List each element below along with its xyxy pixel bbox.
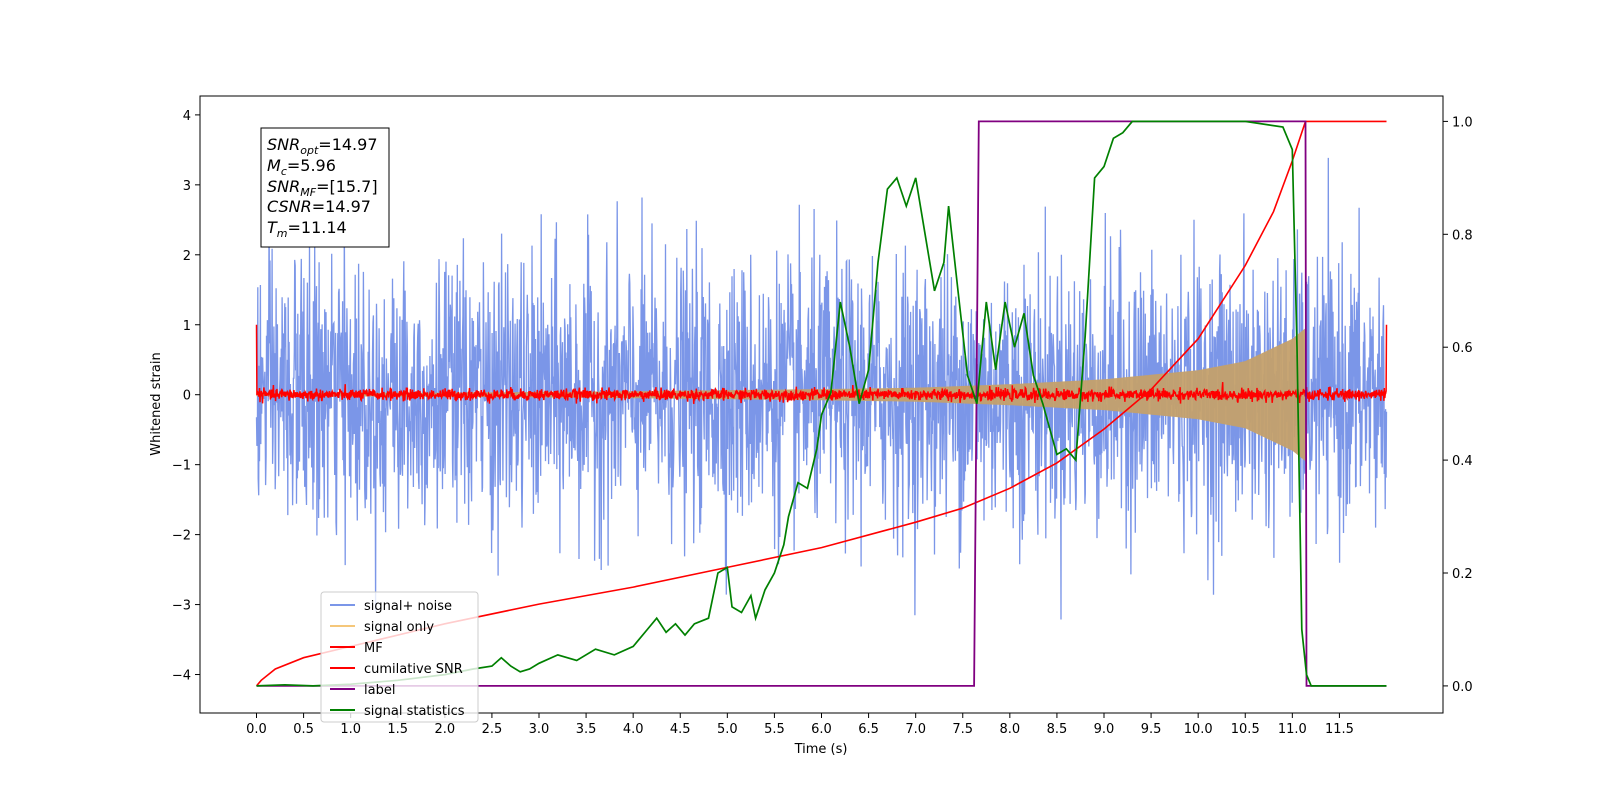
x-tick-label: 3.0 (529, 722, 550, 737)
x-tick-label: 2.0 (434, 722, 455, 737)
x-tick-label: 4.5 (670, 722, 691, 737)
x-tick-label: 10.5 (1231, 722, 1260, 737)
x-tick-label: 6.0 (811, 722, 832, 737)
y2-tick-label: 0.8 (1452, 228, 1473, 243)
stat-csnr: CSNR=14.97 (267, 197, 371, 216)
stat-snr-opt: SNRopt=14.97 (267, 135, 378, 157)
x-tick-label: 6.5 (858, 722, 879, 737)
legend-frame (320, 591, 479, 723)
legend-label: signal only (364, 620, 434, 635)
x-tick-label: 5.5 (764, 722, 785, 737)
x-tick-label: 8.0 (999, 722, 1020, 737)
y2-tick-label: 0.2 (1452, 567, 1473, 582)
x-tick-label: 0.5 (293, 722, 314, 737)
series-mf (255, 324, 1388, 404)
y-tick-label: 3 (183, 179, 191, 194)
y-tick-label: 2 (183, 249, 191, 264)
stats-box: SNRopt=14.97 Mc=5.96 SNRMF=[15.7] CSNR=1… (260, 127, 390, 248)
x-tick-label: 10.0 (1184, 722, 1213, 737)
y2-tick-label: 0.6 (1452, 341, 1473, 356)
x-tick-label: 9.5 (1141, 722, 1162, 737)
legend-label: MF (364, 641, 383, 656)
x-tick-label: 0.0 (246, 722, 267, 737)
legend-label: label (364, 683, 395, 698)
y-axis-right: 0.0 0.2 0.4 0.6 0.8 1.0 (1443, 115, 1473, 695)
x-tick-label: 7.5 (952, 722, 973, 737)
stat-mc: Mc=5.96 (267, 156, 336, 178)
x-tick-label: 1.5 (387, 722, 408, 737)
y-axis-left: −4 −3 −2 −1 0 1 2 3 4 (172, 109, 200, 684)
x-tick-label: 2.5 (482, 722, 503, 737)
x-tick-label: 5.0 (717, 722, 738, 737)
x-tick-label: 9.0 (1094, 722, 1115, 737)
x-tick-label: 3.5 (576, 722, 597, 737)
y-axis-label: Whitened strain (149, 352, 164, 455)
x-tick-label: 11.0 (1278, 722, 1307, 737)
y-tick-label: −3 (172, 599, 191, 614)
stat-tm: Tm=11.14 (267, 218, 347, 240)
x-tick-label: 4.0 (623, 722, 644, 737)
y-tick-label: 0 (183, 389, 191, 404)
legend-label: signal+ noise (364, 599, 452, 614)
y-tick-label: −1 (172, 459, 191, 474)
stats-box-frame (260, 127, 390, 248)
legend-label: signal statistics (364, 704, 465, 719)
stat-snr-mf: SNRMF=[15.7] (267, 177, 378, 199)
x-axis: 0.0 0.5 1.0 1.5 2.0 2.5 3.0 3.5 4.0 4.5 5.0 5.5 6.0 6… (246, 713, 1354, 737)
x-tick-label: 11.5 (1325, 722, 1354, 737)
x-tick-label: 1.0 (340, 722, 361, 737)
y2-tick-label: 1.0 (1452, 115, 1473, 130)
x-tick-label: 8.5 (1047, 722, 1068, 737)
y2-tick-label: 0.4 (1452, 454, 1473, 469)
legend: signal+ noise signal only MF cumilative SNR… (320, 591, 479, 723)
y-tick-label: 4 (183, 109, 191, 124)
y-tick-label: −2 (172, 529, 191, 544)
series-signal-statistics (256, 120, 1387, 687)
x-axis-label: Time (s) (794, 742, 848, 757)
y2-tick-label: 0.0 (1452, 680, 1473, 695)
y-tick-label: −4 (172, 669, 191, 684)
legend-label: cumilative SNR (364, 662, 463, 677)
x-tick-label: 7.0 (905, 722, 926, 737)
y-tick-label: 1 (183, 319, 191, 334)
